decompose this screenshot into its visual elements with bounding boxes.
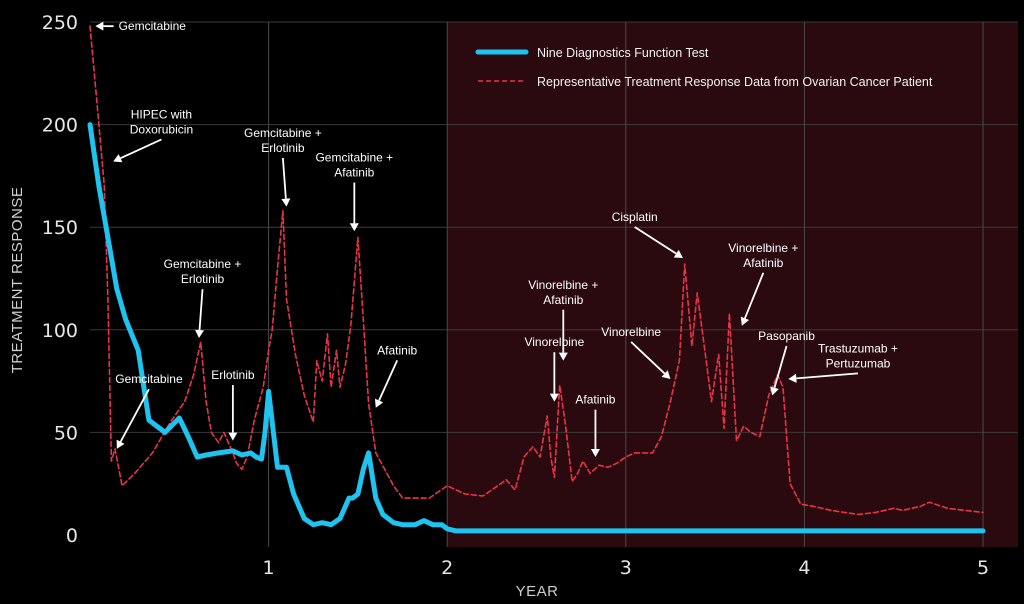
annotation-label: Gemcitabine + [244, 126, 322, 140]
annotation: Trastuzumab +Pertuzumab [788, 341, 898, 383]
annotation: Afatinib [374, 343, 418, 408]
annotation-label: Vinorelbine + [728, 241, 798, 255]
annotation-label: Afatinib [743, 256, 783, 270]
annotation-label: Afatinib [543, 293, 583, 307]
legend-label-blue: Nine Diagnostics Function Test [537, 46, 709, 60]
annotation: Gemcitabine [95, 19, 186, 33]
annotation-arrow-shaft [796, 372, 859, 380]
series-red-dashed-line [89, 25, 984, 516]
annotation-arrow-head [661, 370, 671, 380]
annotation-label: Afatinib [334, 166, 374, 180]
annotation-arrow-head [558, 352, 568, 361]
annotation: Erlotinib [211, 368, 255, 441]
annotation-label: Gemcitabine [115, 372, 183, 386]
annotation-label: Gemcitabine + [164, 257, 242, 271]
annotation-label: Gemcitabine [119, 19, 187, 33]
annotation-label: Trastuzumab + [818, 341, 898, 355]
annotation: Cisplatin [612, 210, 683, 258]
annotation-label: Vinorelbine [524, 335, 584, 349]
annotation: Gemcitabine +Erlotinib [164, 257, 242, 339]
y-tick-label: 200 [42, 115, 78, 137]
vertical-gridlines [268, 22, 984, 547]
annotation-label: Erlotinib [181, 272, 225, 286]
annotation-arrow-head [195, 329, 205, 339]
annotation-arrow-head [673, 249, 683, 258]
annotation-arrow-head [374, 398, 384, 408]
x-tick-label: 3 [620, 557, 632, 579]
x-tick-labels: 1 2 3 4 5 [263, 557, 989, 579]
x-tick-label: 4 [798, 557, 810, 579]
x-tick-label: 2 [441, 557, 453, 579]
annotation: Vinorelbine +Afatinib [728, 241, 798, 326]
annotation: Afatinib [575, 393, 616, 458]
annotation-arrow-shaft [630, 341, 666, 375]
annotation-label: Afatinib [575, 393, 615, 407]
annotation-arrow-shaft [120, 138, 162, 160]
series-lines [87, 25, 986, 534]
annotation-arrow-head [788, 373, 797, 383]
annotation-arrow-head [590, 449, 600, 458]
annotation-arrow-shaft [744, 272, 765, 319]
annotation-arrow-head [228, 432, 238, 441]
y-tick-label: 100 [42, 320, 78, 342]
annotation-label: Pasopanib [758, 329, 815, 343]
annotation-arrow-head [740, 316, 750, 326]
annotation-arrow-shaft [198, 289, 204, 331]
y-axis-title: TREATMENT RESPONSE [9, 187, 26, 374]
annotation-label: Gemcitabine + [315, 151, 393, 165]
horizontal-gridlines [90, 21, 1018, 433]
annotation-arrow-head [95, 21, 104, 31]
annotation: Pasopanib [758, 329, 815, 396]
legend: Nine Diagnostics Function Test Represent… [475, 46, 933, 89]
annotation-label: Erlotinib [261, 141, 305, 155]
annotation: Gemcitabine [115, 372, 183, 449]
shaded-region [447, 22, 1018, 547]
annotation-label: Doxorubicin [130, 122, 193, 136]
x-tick-label: 1 [263, 557, 275, 579]
annotation: Vinorelbine [601, 325, 671, 380]
legend-label-red: Representative Treatment Response Data f… [537, 75, 933, 89]
annotation-label: Vinorelbine [601, 325, 661, 339]
annotation-arrow-head [770, 386, 779, 396]
annotation-label: Cisplatin [612, 210, 658, 224]
annotation-arrow-head [281, 198, 291, 207]
annotation-label: Vinorelbine + [528, 278, 598, 292]
annotation-label: Pertuzumab [826, 356, 891, 370]
y-tick-label: 150 [42, 217, 78, 239]
annotation: Gemcitabine +Erlotinib [244, 126, 322, 207]
x-tick-label: 5 [977, 557, 989, 579]
annotation-arrow-shaft [634, 226, 677, 255]
annotation-arrow-head [113, 154, 123, 163]
x-axis-title: YEAR [516, 583, 559, 600]
annotation-arrow-head [116, 439, 125, 449]
annotation-label: Afatinib [377, 343, 417, 357]
annotation-label: Erlotinib [211, 368, 255, 382]
annotation-arrow-shaft [773, 345, 788, 389]
annotation-arrow-shaft [378, 360, 399, 401]
annotation-arrow-shaft [281, 157, 287, 199]
y-tick-label: 50 [54, 422, 78, 444]
annotation: Vinorelbine +Afatinib [528, 278, 598, 361]
y-tick-label: 0 [66, 525, 78, 547]
y-tick-labels: 0 50 100 150 200 250 [42, 12, 78, 547]
annotation-label: HIPEC with [131, 107, 192, 121]
annotation-arrow-head [549, 393, 559, 402]
annotation-arrow-shaft [119, 388, 150, 443]
y-tick-label: 250 [42, 12, 78, 34]
series-blue-solid-line [87, 122, 986, 534]
annotation: Vinorelbine [524, 335, 585, 402]
annotation: Gemcitabine +Afatinib [315, 151, 393, 232]
annotation-arrow-head [349, 223, 359, 232]
